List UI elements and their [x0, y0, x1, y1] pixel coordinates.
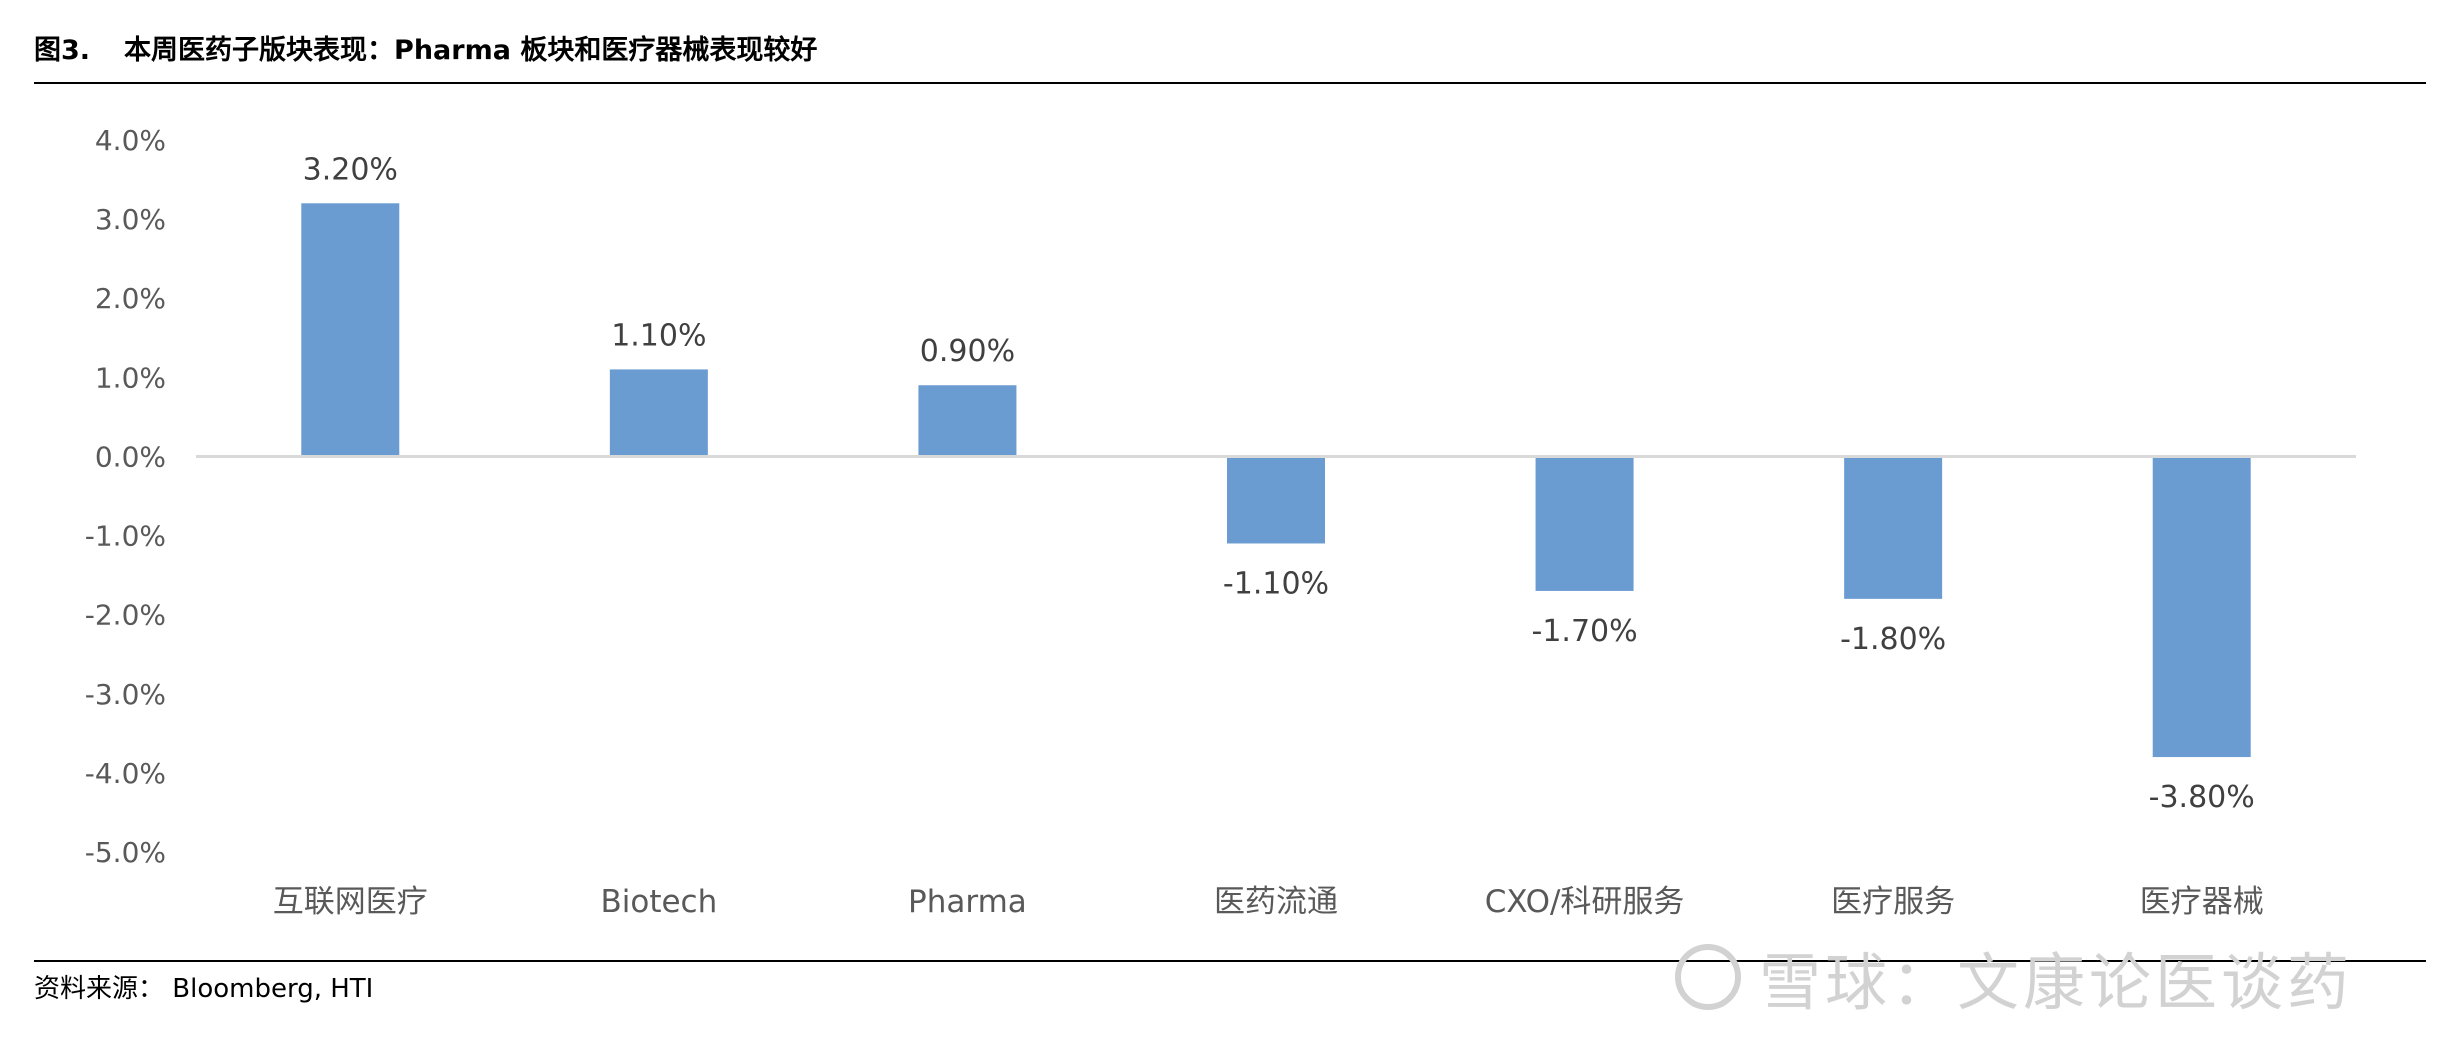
top-rule [34, 82, 2426, 84]
y-tick-label: -2.0% [85, 599, 166, 632]
watermark-text: 雪球：文康论医谈药 [1759, 946, 2354, 1019]
bar [1227, 456, 1325, 544]
y-tick-label: -3.0% [85, 678, 166, 711]
category-label: CXO/科研服务 [1485, 884, 1685, 920]
figure-title: 图3. 本周医药子版块表现：Pharma 板块和医疗器械表现较好 [34, 28, 817, 67]
category-label: Pharma [908, 884, 1027, 920]
data-label: -1.80% [1840, 622, 1946, 657]
data-label: 0.90% [920, 334, 1015, 369]
category-label: Biotech [600, 884, 717, 920]
figure-title-text: 本周医药子版块表现：Pharma 板块和医疗器械表现较好 [124, 35, 818, 66]
category-label: 互联网医疗 [273, 884, 428, 920]
category-label: 医疗服务 [1831, 884, 1955, 920]
category-label: 医疗器械 [2140, 884, 2264, 920]
source-note: 资料来源： Bloomberg, HTI [34, 974, 374, 1004]
data-label: -1.70% [1532, 614, 1638, 649]
data-label: -1.10% [1223, 566, 1329, 601]
data-label: -3.80% [2149, 780, 2255, 815]
bottom-rule [34, 960, 2426, 962]
bar [2152, 456, 2251, 758]
watermark-logo-icon [1675, 944, 1741, 1010]
bar [1535, 456, 1634, 591]
bar [1844, 456, 1943, 599]
y-tick-label: 4.0% [95, 124, 166, 157]
watermark: 雪球：文康论医谈药 [1675, 932, 2353, 1022]
y-tick-label: 1.0% [95, 361, 166, 394]
y-tick-label: -4.0% [85, 757, 166, 790]
data-label: 1.10% [611, 318, 706, 353]
category-label: 医药流通 [1214, 884, 1338, 920]
figure-label: 图3. [34, 35, 91, 66]
bar [301, 203, 400, 457]
data-label: 3.20% [303, 152, 398, 187]
y-tick-label: 2.0% [95, 282, 166, 315]
y-tick-label: 3.0% [95, 203, 166, 236]
bar [918, 385, 1017, 457]
y-tick-label: -1.0% [85, 520, 166, 553]
bar [609, 369, 708, 457]
y-tick-label: 0.0% [95, 440, 166, 473]
y-tick-label: -5.0% [85, 836, 166, 869]
